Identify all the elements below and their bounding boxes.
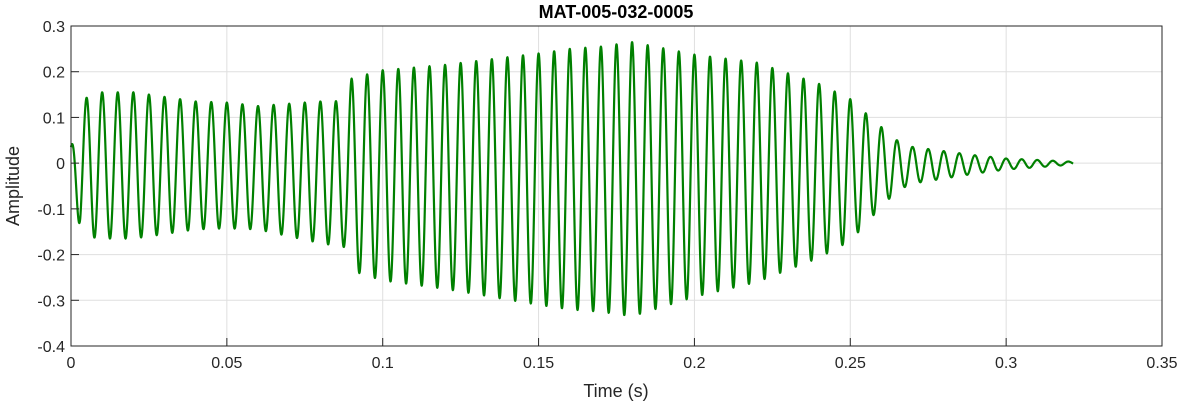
axes-box (70, 25, 1163, 347)
y-tick-label: 0.2 (43, 65, 65, 82)
y-tick-label: -0.2 (37, 248, 65, 265)
x-tick-labels: 0 0.05 0.1 0.15 0.2 0.25 0.3 0.35 (67, 355, 1178, 372)
x-tick-label: 0.1 (372, 355, 394, 372)
amplitude-line (69, 41, 1075, 317)
x-tick-label: 0 (67, 355, 76, 372)
plot-area (71, 26, 1162, 346)
y-tick-label: -0.1 (37, 202, 65, 219)
x-tick-label: 0.25 (835, 355, 866, 372)
x-axis-title: Time (s) (583, 381, 648, 401)
x-tick-label: 0.35 (1146, 355, 1177, 372)
y-axis-title: Amplitude (3, 146, 23, 226)
y-tick-labels: -0.4 -0.3 -0.2 -0.1 0 0.1 0.2 0.3 (37, 19, 65, 356)
y-tick-label: 0.1 (43, 110, 65, 127)
chart-title: MAT-005-032-0005 (539, 2, 694, 22)
x-tick-label: 0.3 (995, 355, 1017, 372)
ticks (70, 25, 1163, 347)
x-tick-label: 0.15 (523, 355, 554, 372)
signal-series (69, 41, 1075, 317)
x-tick-label: 0.2 (683, 355, 705, 372)
y-tick-label: -0.4 (37, 339, 65, 356)
y-tick-label: 0 (56, 156, 65, 173)
y-tick-label: 0.3 (43, 19, 65, 36)
y-tick-label: -0.3 (37, 293, 65, 310)
x-tick-label: 0.05 (211, 355, 242, 372)
